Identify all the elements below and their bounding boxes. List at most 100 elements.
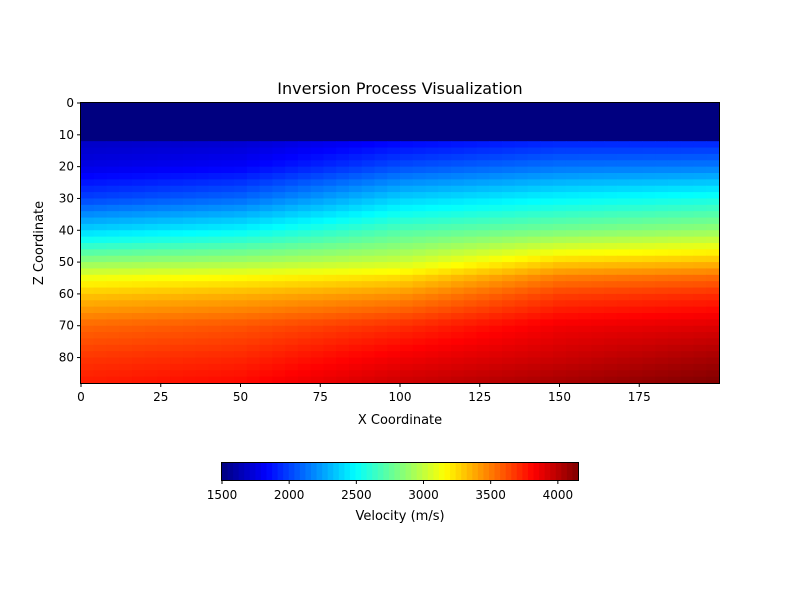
- heatmap-cell: [527, 376, 541, 384]
- heatmap-cell: [451, 153, 465, 161]
- heatmap-cell: [81, 134, 95, 142]
- heatmap-cell: [527, 287, 541, 295]
- heatmap-cell: [680, 128, 695, 136]
- heatmap-cell: [540, 363, 554, 371]
- heatmap-cell: [514, 223, 529, 231]
- heatmap-cell: [285, 306, 299, 314]
- heatmap-cell: [221, 262, 235, 270]
- heatmap-cell: [144, 287, 159, 295]
- heatmap-cell: [540, 192, 554, 200]
- heatmap-cell: [400, 147, 414, 155]
- heatmap-cell: [144, 274, 159, 282]
- heatmap-cell: [144, 313, 159, 320]
- heatmap-cell: [106, 122, 120, 130]
- heatmap-cell: [144, 344, 159, 352]
- heatmap-cell: [221, 357, 235, 365]
- heatmap-cell: [514, 103, 529, 110]
- heatmap-cell: [348, 141, 363, 149]
- heatmap-cell: [680, 357, 695, 365]
- heatmap-cell: [348, 268, 363, 276]
- chart-title: Inversion Process Visualization: [277, 79, 522, 98]
- heatmap-cell: [183, 173, 197, 180]
- heatmap-cell: [132, 287, 146, 295]
- heatmap-cell: [489, 160, 503, 168]
- heatmap-cell: [323, 109, 337, 117]
- heatmap-cell: [425, 192, 439, 200]
- heatmap-cell: [565, 134, 580, 142]
- heatmap-cell: [81, 115, 95, 123]
- heatmap-cell: [476, 243, 490, 250]
- heatmap-cell: [183, 236, 197, 244]
- heatmap-cell: [412, 166, 427, 174]
- heatmap-cell: [412, 268, 427, 276]
- heatmap-cell: [540, 115, 554, 123]
- heatmap-cell: [387, 376, 401, 384]
- heatmap-cell: [693, 134, 707, 142]
- heatmap-cell: [400, 115, 414, 123]
- heatmap-cell: [463, 274, 478, 282]
- heatmap-cell: [323, 166, 337, 174]
- heatmap-cell: [693, 160, 707, 168]
- heatmap-cell: [259, 153, 273, 161]
- heatmap-cell: [438, 274, 452, 282]
- heatmap-cell: [195, 293, 210, 301]
- heatmap-cell: [144, 363, 159, 371]
- heatmap-cell: [489, 230, 503, 238]
- heatmap-cell: [680, 325, 695, 333]
- heatmap-cell: [361, 192, 376, 200]
- colorbar-segment: [388, 463, 396, 480]
- heatmap-cell: [259, 198, 273, 206]
- x-tick-label: 150: [548, 390, 571, 404]
- heatmap-cell: [400, 217, 414, 225]
- heatmap-cell: [553, 166, 567, 174]
- colorbar-tick-label: 1500: [207, 488, 238, 502]
- heatmap-cell: [514, 122, 529, 130]
- heatmap-cell: [451, 293, 465, 301]
- heatmap-cell: [336, 268, 350, 276]
- heatmap-cell: [693, 249, 707, 257]
- heatmap-cell: [259, 249, 273, 257]
- heatmap-cell: [693, 293, 707, 301]
- heatmap-cell: [438, 363, 452, 371]
- heatmap-cell: [476, 198, 490, 206]
- heatmap-cell: [604, 370, 618, 378]
- heatmap-cell: [374, 281, 388, 289]
- heatmap-cell: [655, 198, 669, 206]
- heatmap-cell: [476, 211, 490, 219]
- heatmap-cell: [336, 249, 350, 257]
- heatmap-cell: [642, 141, 656, 149]
- heatmap-cell: [119, 351, 133, 359]
- heatmap-cell: [348, 134, 363, 142]
- heatmap-cell: [578, 109, 592, 117]
- heatmap-cell: [604, 166, 618, 174]
- heatmap-cell: [361, 274, 376, 282]
- heatmap-cell: [667, 306, 682, 314]
- heatmap-cell: [106, 217, 120, 225]
- heatmap-cell: [195, 185, 210, 193]
- heatmap-cell: [374, 160, 388, 168]
- heatmap-cell: [476, 300, 490, 308]
- colorbar-segment: [522, 463, 529, 480]
- heatmap-cell: [310, 236, 325, 244]
- heatmap-cell: [132, 134, 146, 142]
- heatmap-cell: [527, 230, 541, 238]
- heatmap-cell: [616, 160, 631, 168]
- heatmap-cell: [578, 166, 592, 174]
- heatmap-cell: [119, 236, 133, 244]
- heatmap-cell: [272, 204, 286, 212]
- heatmap-cell: [387, 325, 401, 333]
- heatmap-cell: [553, 217, 567, 225]
- heatmap-cell: [565, 293, 580, 301]
- heatmap-cell: [540, 223, 554, 231]
- heatmap-cell: [463, 332, 478, 340]
- heatmap-cell: [170, 109, 184, 117]
- heatmap-cell: [336, 274, 350, 282]
- heatmap-cell: [387, 351, 401, 359]
- heatmap-cell: [463, 109, 478, 117]
- heatmap-cell: [246, 122, 261, 130]
- heatmap-cell: [693, 173, 707, 180]
- heatmap-cell: [297, 211, 312, 219]
- heatmap-cell: [438, 325, 452, 333]
- heatmap-cell: [119, 128, 133, 136]
- heatmap-cell: [81, 338, 95, 346]
